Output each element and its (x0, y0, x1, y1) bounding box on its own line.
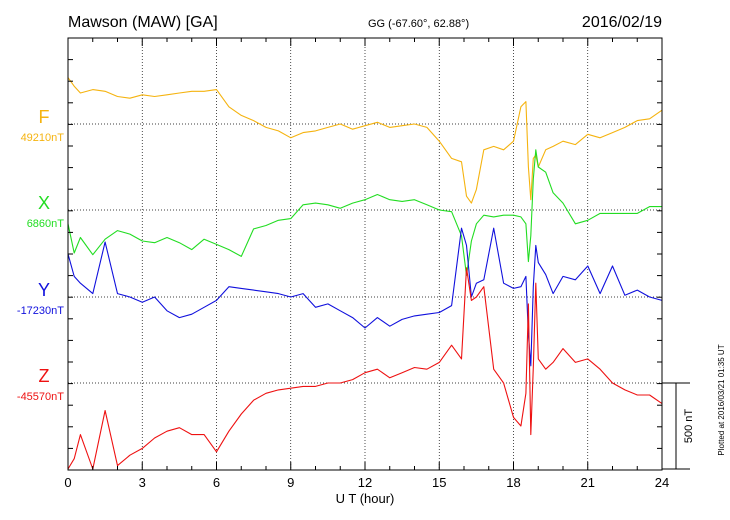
station-title: Mawson (MAW) [GA] (68, 14, 218, 31)
x-tick-labels: 0 3 6 9 12 15 18 21 24 (64, 475, 669, 490)
axis-ticks (67, 38, 663, 470)
series-name-y: Y (38, 280, 50, 300)
plotted-at-note: Plotted at 2016/03/21 01:35 UT (717, 344, 726, 455)
x-tick-label: 6 (213, 475, 220, 490)
grid-lines (68, 38, 662, 470)
baseline-label-y: -17230nT (17, 305, 64, 317)
series-name-z: Z (39, 366, 50, 386)
series-line-z (67, 267, 663, 470)
series-line-x (67, 149, 662, 276)
date-label: 2016/02/19 (582, 14, 662, 31)
series-name-f: F (39, 107, 50, 127)
series-line-y (67, 227, 663, 367)
x-tick-label: 12 (358, 475, 372, 490)
coordinates-label: GG (-67.60°, 62.88°) (368, 18, 469, 30)
x-tick-label: 3 (139, 475, 146, 490)
scale-bar-label: 500 nT (683, 409, 695, 444)
x-tick-label: 21 (581, 475, 595, 490)
x-tick-label: 18 (506, 475, 520, 490)
series-line-f (67, 77, 663, 204)
series-labels: F 49210nT X 6860nT Y -17230nT Z -45570nT (17, 107, 64, 403)
x-tick-label: 0 (64, 475, 71, 490)
baseline-label-x: 6860nT (27, 218, 65, 230)
baseline-label-z: -45570nT (17, 391, 64, 403)
x-tick-label: 9 (287, 475, 294, 490)
series-lines (67, 77, 663, 470)
series-name-x: X (38, 193, 50, 213)
baseline-label-f: 49210nT (21, 132, 65, 144)
x-axis-label: U T (hour) (336, 491, 395, 506)
scale-bar (662, 382, 690, 470)
x-tick-label: 15 (432, 475, 446, 490)
x-tick-label: 24 (655, 475, 669, 490)
